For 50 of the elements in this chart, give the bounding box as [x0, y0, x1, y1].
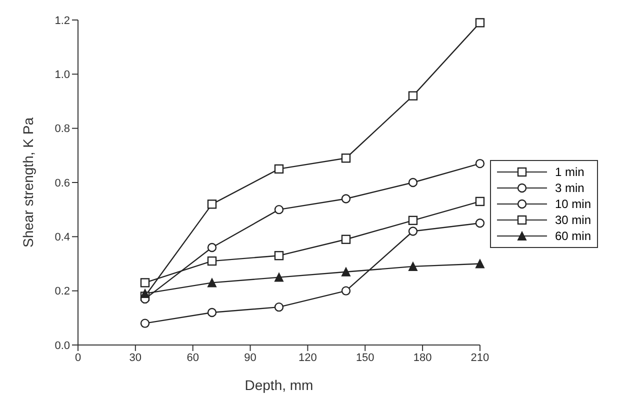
point	[274, 272, 284, 282]
point	[408, 178, 418, 188]
y-tick-label: 0.2	[54, 286, 70, 298]
point	[475, 259, 484, 268]
y-tick-label: 0.4	[54, 232, 70, 244]
point	[207, 200, 217, 209]
y-axis-title: Shear strength, K Pa	[20, 117, 36, 248]
x-tick-label: 90	[244, 352, 256, 364]
point	[341, 267, 350, 276]
point	[408, 262, 418, 271]
point	[140, 278, 150, 288]
x-tick-label: 30	[129, 352, 142, 364]
point	[140, 289, 150, 298]
point	[274, 204, 284, 214]
point	[274, 302, 284, 312]
legend-label: 10 min	[554, 196, 591, 212]
legend-label: 30 min	[554, 212, 591, 228]
point	[475, 196, 485, 206]
point	[341, 286, 351, 296]
y-tick-label: 0.8	[54, 123, 70, 136]
x-axis-title: Depth, mm	[244, 377, 314, 393]
point	[274, 164, 284, 174]
point	[408, 226, 418, 236]
point	[207, 278, 216, 288]
x-tick-label: 210	[470, 352, 490, 364]
x-tick-label: 150	[356, 352, 374, 364]
point	[140, 318, 150, 328]
point	[341, 194, 351, 204]
point	[207, 242, 217, 252]
legend-label: 3 min	[554, 180, 584, 196]
x-tick-label: 180	[413, 352, 432, 364]
point	[475, 158, 485, 168]
point	[475, 218, 485, 228]
x-tick-label: 60	[186, 352, 199, 364]
point	[274, 251, 284, 260]
x-tick-label: 120	[298, 352, 317, 364]
point	[475, 18, 485, 28]
point	[341, 234, 351, 244]
point	[408, 91, 418, 100]
legend-label: 60 min	[554, 228, 591, 244]
point	[341, 154, 351, 163]
x-tick-label: 0	[74, 352, 82, 364]
y-tick-label: 1.2	[54, 14, 70, 27]
y-tick-label: 1.0	[54, 69, 70, 82]
y-tick-label: 0.0	[54, 340, 70, 352]
y-tick-label: 0.6	[54, 177, 70, 190]
point	[207, 256, 217, 266]
point	[207, 308, 217, 318]
legend-label: 1 min	[554, 164, 584, 180]
point	[408, 216, 418, 226]
